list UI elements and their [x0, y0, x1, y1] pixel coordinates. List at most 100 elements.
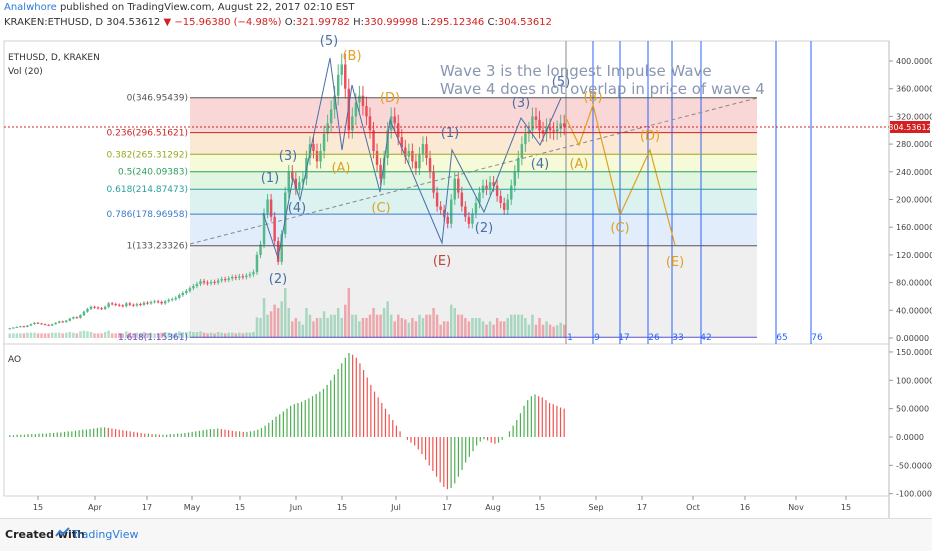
volume-bar: [156, 333, 160, 338]
volume-bar: [195, 332, 199, 338]
candle-body: [510, 185, 513, 200]
author-link[interactable]: Analwhore: [4, 2, 57, 13]
volume-bar: [43, 333, 47, 338]
ao-pane-title: AO: [8, 355, 21, 365]
candle-body: [333, 95, 336, 110]
volume-bar: [562, 324, 566, 338]
volume-bar: [216, 332, 220, 338]
bar-count-label: 1: [567, 333, 573, 343]
volume-bar: [527, 324, 531, 338]
volume-bar: [421, 318, 425, 338]
price-tick-label: 120.00000: [896, 251, 932, 260]
volume-bar: [223, 333, 227, 338]
volume-bar: [329, 314, 333, 338]
wave-label: (A): [569, 157, 588, 172]
candle-body: [220, 279, 223, 281]
candle-body: [435, 192, 439, 207]
time-tick-label: Sep: [588, 503, 603, 512]
volume-bar: [555, 325, 559, 338]
candle-body: [531, 116, 534, 131]
volume-bar: [142, 332, 146, 338]
time-tick-label: 15: [235, 503, 245, 512]
volume-bar: [308, 314, 312, 338]
candle-body: [446, 216, 449, 224]
candle-body: [93, 306, 96, 308]
candle-body: [57, 321, 61, 323]
candle-body: [457, 178, 460, 193]
candle-body: [248, 274, 252, 276]
main-pane-title: ETHUSD, D, KRAKEN: [8, 53, 100, 63]
volume-bar: [96, 333, 100, 338]
volume-bar: [336, 308, 340, 338]
volume-bar: [481, 321, 485, 338]
volume-bar: [305, 308, 308, 338]
candle-body: [347, 88, 351, 131]
wave-label: (1): [441, 126, 459, 141]
candle-body: [86, 308, 89, 312]
fib-level-label: 0.786(178.96958): [107, 210, 188, 220]
candle-body: [351, 116, 354, 131]
volume-bar: [54, 332, 57, 338]
candle-body: [372, 130, 375, 152]
candle-body: [163, 301, 167, 304]
volume-bar: [411, 318, 414, 338]
fib-level-label: 0(346.95439): [127, 94, 188, 104]
candle-body: [223, 279, 227, 281]
volume-bar: [75, 333, 79, 338]
volume-bar: [361, 318, 365, 338]
volume-bar: [513, 314, 517, 338]
candle-body: [368, 116, 372, 131]
volume-bar: [213, 333, 216, 338]
volume-bar: [467, 321, 471, 338]
candle-body: [160, 301, 163, 304]
volume-bar: [471, 318, 474, 338]
volume-bar: [93, 333, 96, 338]
volume-bar: [273, 304, 276, 338]
candle-body: [100, 308, 103, 310]
candle-body: [411, 151, 414, 162]
candle-body: [125, 303, 128, 307]
time-tick-label: 17: [142, 503, 152, 512]
volume-bar: [238, 332, 241, 338]
bar-count-label: 42: [700, 333, 711, 343]
candle-body: [195, 283, 199, 287]
candle-body: [319, 151, 322, 162]
open-value: 321.99782: [295, 17, 350, 28]
candle-body: [397, 123, 400, 138]
candle-body: [495, 185, 499, 197]
candle-body: [139, 304, 142, 306]
bar-count-label: 76: [811, 333, 823, 343]
volume-bar: [280, 301, 283, 338]
close-value: 304.53612: [497, 17, 552, 28]
price-chart[interactable]: 0(346.95439) 0.236(296.51621) 0.382(265.31…: [0, 0, 932, 518]
candle-body: [114, 304, 117, 306]
volume-bar: [287, 308, 291, 338]
volume-bar: [541, 324, 545, 338]
candle-body: [142, 302, 146, 305]
volume-bar: [460, 314, 464, 338]
volume-bar: [185, 332, 188, 338]
candle-body: [538, 119, 541, 131]
volume-bar: [344, 304, 347, 338]
wave-label: (E): [666, 255, 684, 270]
volume-bar: [538, 318, 541, 338]
wave-label: (3): [512, 96, 530, 111]
symbol-price: KRAKEN:ETHUSD, D 304.53612: [4, 17, 161, 28]
candle-body: [365, 106, 368, 117]
volume-bar: [291, 321, 294, 338]
candle-body: [442, 209, 446, 217]
candle-body: [75, 317, 79, 319]
wave-label: (D): [380, 91, 400, 106]
candle-body: [146, 302, 149, 304]
candle-body: [534, 116, 538, 120]
volume-bar: [375, 314, 379, 338]
candle-body: [266, 199, 269, 214]
time-tick-label: Oct: [686, 503, 700, 512]
candle-body: [474, 202, 478, 214]
volume-bar: [234, 333, 238, 338]
candle-body: [478, 192, 481, 203]
volume-bar: [22, 333, 26, 338]
time-tick-label: 15: [841, 503, 851, 512]
wave-label: (1): [261, 171, 279, 186]
fib-zone: [190, 245, 757, 338]
